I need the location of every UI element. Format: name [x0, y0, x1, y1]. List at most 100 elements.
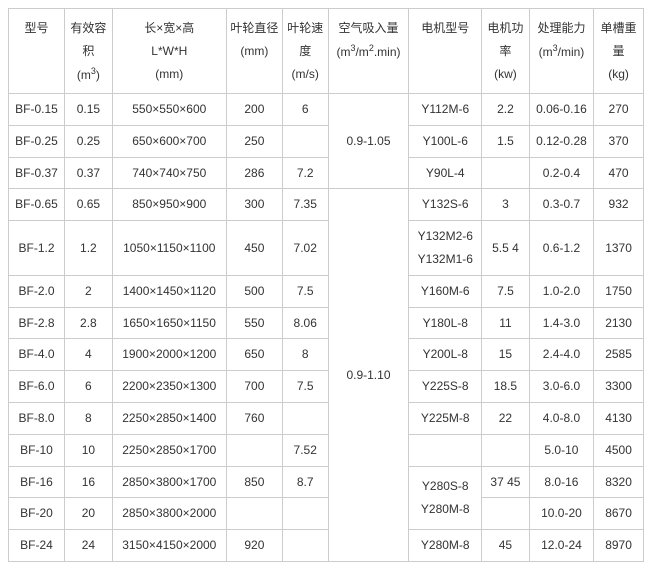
cell: 0.12-0.28: [529, 125, 593, 157]
cell: 0.3-0.7: [529, 189, 593, 221]
cell: 1050×1150×1100: [112, 221, 226, 276]
cell: 4.0-8.0: [529, 402, 593, 434]
cell: 7.5: [282, 275, 328, 307]
table-row: BF-0.650.65850×950×9003007.350.9-1.10Y13…: [9, 189, 644, 221]
table-row: BF-1.21.21050×1150×11004507.02Y132M2-6 Y…: [9, 221, 644, 276]
cell: [282, 402, 328, 434]
cell: 286: [226, 157, 282, 189]
cell: 3: [482, 189, 530, 221]
cell: [282, 530, 328, 562]
col-header-0: 型号: [9, 9, 65, 94]
cell: 10.0-20: [529, 498, 593, 530]
cell: [482, 434, 530, 466]
cell: 920: [226, 530, 282, 562]
table-row: BF-0.370.37740×740×7502867.2Y90L-40.2-0.…: [9, 157, 644, 189]
cell: 45: [482, 530, 530, 562]
cell: 2850×3800×1700: [112, 466, 226, 498]
table-row: BF-2.82.81650×1650×11505508.06Y180L-8111…: [9, 307, 644, 339]
cell: 7.52: [282, 434, 328, 466]
cell: [282, 125, 328, 157]
cell: 2.8: [65, 307, 113, 339]
cell: 6: [282, 94, 328, 126]
col-header-5: 空气吸入量(m3/m2.min): [328, 9, 409, 94]
cell: 0.06-0.16: [529, 94, 593, 126]
cell: BF-8.0: [9, 402, 65, 434]
cell: Y132M2-6 Y132M1-6: [409, 221, 482, 276]
cell: 1370: [594, 221, 644, 276]
cell: 850×950×900: [112, 189, 226, 221]
col-header-6: 电机型号: [409, 9, 482, 94]
cell: Y280M-8: [409, 530, 482, 562]
cell: 760: [226, 402, 282, 434]
cell: 3300: [594, 371, 644, 403]
cell: [409, 434, 482, 466]
cell: 450: [226, 221, 282, 276]
cell: BF-10: [9, 434, 65, 466]
cell: 370: [594, 125, 644, 157]
cell: 22: [482, 402, 530, 434]
cell: 10: [65, 434, 113, 466]
cell: BF-16: [9, 466, 65, 498]
cell: 8.0-16: [529, 466, 593, 498]
table-head: 型号有效容积(m3)长×宽×高L*W*H(mm)叶轮直径(mm)叶轮速度(m/s…: [9, 9, 644, 94]
cell: 2: [65, 275, 113, 307]
cell: Y280S-8 Y280M-8: [409, 466, 482, 530]
table-row: BF-6.062200×2350×13007007.5Y225S-818.53.…: [9, 371, 644, 403]
cell: 0.2-0.4: [529, 157, 593, 189]
cell: 0.9-1.05: [328, 94, 409, 189]
cell: BF-1.2: [9, 221, 65, 276]
cell: 550×550×600: [112, 94, 226, 126]
cell: 8.7: [282, 466, 328, 498]
cell: [226, 434, 282, 466]
cell: 740×740×750: [112, 157, 226, 189]
cell: 37 45: [482, 466, 530, 498]
cell: 5.0-10: [529, 434, 593, 466]
col-header-3: 叶轮直径(mm): [226, 9, 282, 94]
col-header-9: 单槽重量(kg): [594, 9, 644, 94]
cell: BF-6.0: [9, 371, 65, 403]
cell: [282, 498, 328, 530]
table-row: BF-4.041900×2000×12006508Y200L-8152.4-4.…: [9, 339, 644, 371]
cell: 850: [226, 466, 282, 498]
cell: 0.9-1.10: [328, 189, 409, 562]
cell: [226, 498, 282, 530]
cell: 5.5 4: [482, 221, 530, 276]
cell: 15: [482, 339, 530, 371]
cell: 1.5: [482, 125, 530, 157]
cell: 20: [65, 498, 113, 530]
cell: 8: [65, 402, 113, 434]
cell: Y132S-6: [409, 189, 482, 221]
cell: BF-0.15: [9, 94, 65, 126]
cell: 8.06: [282, 307, 328, 339]
cell: 0.65: [65, 189, 113, 221]
cell: 2130: [594, 307, 644, 339]
cell: 4130: [594, 402, 644, 434]
col-header-7: 电机功率(kw): [482, 9, 530, 94]
cell: 4: [65, 339, 113, 371]
col-header-8: 处理能力(m3/min): [529, 9, 593, 94]
cell: 470: [594, 157, 644, 189]
cell: 1900×2000×1200: [112, 339, 226, 371]
cell: 0.6-1.2: [529, 221, 593, 276]
col-header-1: 有效容积(m3): [65, 9, 113, 94]
cell: BF-4.0: [9, 339, 65, 371]
cell: 6: [65, 371, 113, 403]
cell: 11: [482, 307, 530, 339]
cell: Y200L-8: [409, 339, 482, 371]
cell: 2250×2850×1400: [112, 402, 226, 434]
cell: BF-0.65: [9, 189, 65, 221]
table-row: BF-0.150.15550×550×60020060.9-1.05Y112M-…: [9, 94, 644, 126]
cell: BF-24: [9, 530, 65, 562]
cell: 250: [226, 125, 282, 157]
cell: 1750: [594, 275, 644, 307]
cell: Y180L-8: [409, 307, 482, 339]
cell: BF-20: [9, 498, 65, 530]
cell: 1.0-2.0: [529, 275, 593, 307]
cell: 1650×1650×1150: [112, 307, 226, 339]
table-row: BF-0.250.25650×600×700250Y100L-61.50.12-…: [9, 125, 644, 157]
spec-table: 型号有效容积(m3)长×宽×高L*W*H(mm)叶轮直径(mm)叶轮速度(m/s…: [8, 8, 644, 562]
cell: 24: [65, 530, 113, 562]
cell: 8: [282, 339, 328, 371]
cell: Y225S-8: [409, 371, 482, 403]
cell: 1400×1450×1120: [112, 275, 226, 307]
